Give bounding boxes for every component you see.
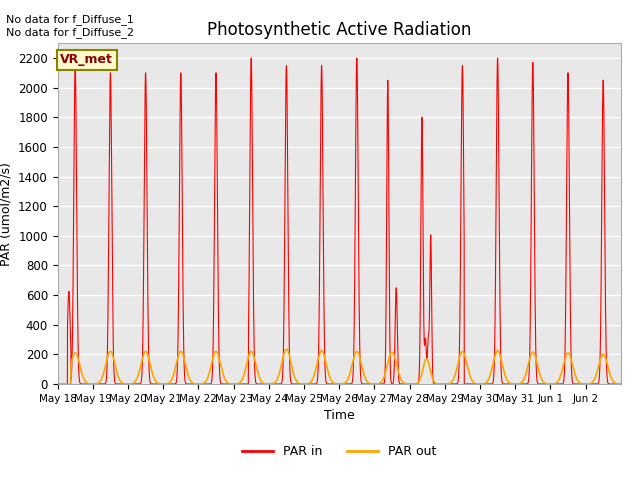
Title: Photosynthetic Active Radiation: Photosynthetic Active Radiation: [207, 21, 472, 39]
Y-axis label: PAR (umol/m2/s): PAR (umol/m2/s): [0, 162, 13, 265]
PAR out: [412, 381, 419, 387]
PAR in: [471, 381, 479, 387]
PAR in: [493, 55, 501, 61]
Line: PAR in: PAR in: [58, 58, 621, 384]
PAR in: [412, 381, 419, 387]
PAR in: [54, 381, 61, 387]
PAR out: [283, 346, 291, 352]
PAR in: [501, 381, 509, 387]
Text: VR_met: VR_met: [60, 53, 113, 66]
PAR out: [471, 381, 479, 386]
PAR out: [258, 379, 266, 384]
X-axis label: Time: Time: [324, 409, 355, 422]
PAR out: [54, 381, 61, 387]
PAR out: [501, 373, 509, 379]
Line: PAR out: PAR out: [58, 349, 621, 384]
PAR out: [387, 350, 395, 356]
Legend: PAR in, PAR out: PAR in, PAR out: [237, 440, 442, 463]
PAR out: [82, 379, 90, 385]
PAR in: [82, 381, 90, 387]
PAR in: [387, 377, 395, 383]
PAR in: [258, 381, 266, 387]
PAR out: [617, 381, 625, 387]
PAR in: [617, 381, 625, 387]
Text: No data for f_Diffuse_1
No data for f_Diffuse_2: No data for f_Diffuse_1 No data for f_Di…: [6, 14, 134, 38]
